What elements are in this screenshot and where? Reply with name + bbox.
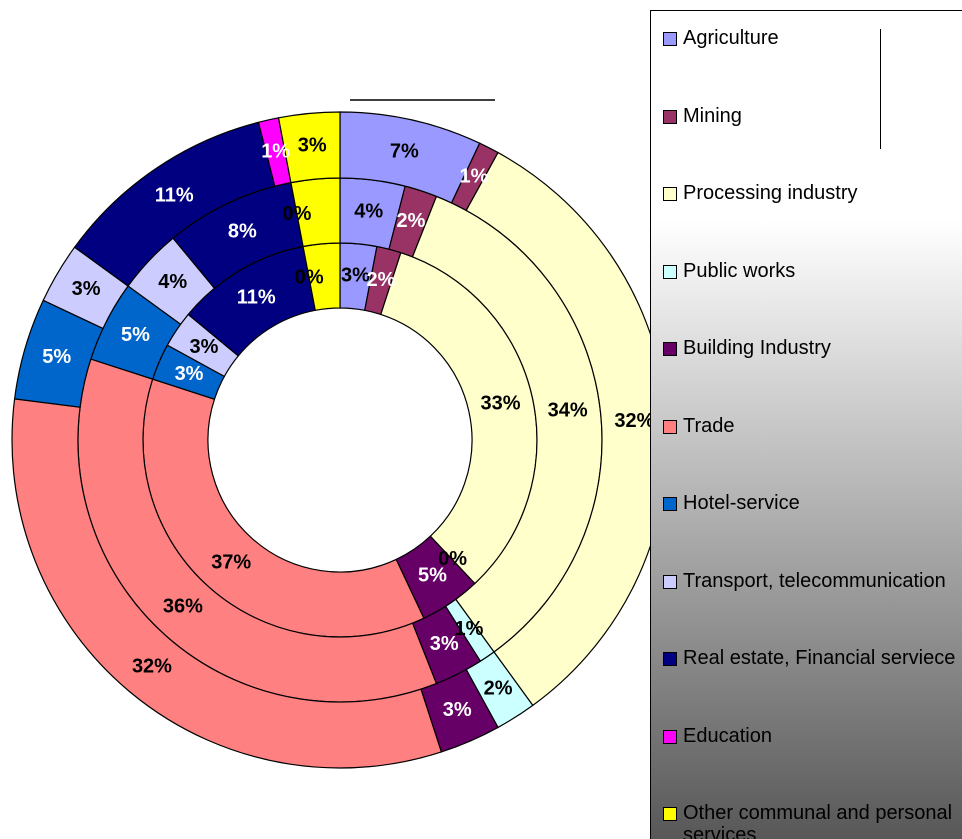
- legend-swatch: [663, 32, 677, 46]
- legend-label: Education: [683, 724, 772, 747]
- ring-segment: [277, 111, 341, 184]
- decor-line: [880, 29, 881, 149]
- legend-label: Public works: [683, 259, 796, 282]
- legend-label: Processing industry: [683, 182, 858, 204]
- legend-swatch: [663, 807, 677, 821]
- data-label: 0%: [283, 203, 312, 225]
- legend-swatch: [663, 264, 677, 279]
- data-label: 3%: [72, 278, 101, 300]
- data-label: 3%: [430, 633, 459, 655]
- data-label: 1%: [261, 140, 290, 162]
- data-label: 1%: [455, 618, 484, 640]
- legend-entry: Hotel-service: [659, 492, 962, 514]
- data-label: 5%: [121, 324, 150, 346]
- ring-segment: [11, 398, 443, 769]
- data-label: 3%: [341, 265, 370, 287]
- legend-entry: Public works: [659, 260, 962, 282]
- legend-entry: Building Industry: [659, 337, 962, 359]
- data-label: 3%: [189, 336, 218, 358]
- legend-swatch: [663, 497, 677, 511]
- legend-label: Transport, telecommunication: [683, 569, 946, 592]
- legend-label: Trade: [683, 414, 735, 437]
- legend-label: Real estate, Financial serviece: [683, 647, 956, 669]
- data-label: 0%: [438, 548, 467, 570]
- data-label: 34%: [548, 400, 588, 422]
- data-label: 8%: [228, 221, 257, 243]
- data-label: 3%: [298, 135, 327, 157]
- legend-swatch: [663, 652, 677, 666]
- data-label: 2%: [396, 210, 425, 232]
- ring-segment: [465, 151, 650, 707]
- legend-entry: Transport, telecommunication: [659, 570, 962, 592]
- legend-entry: Mining: [659, 105, 962, 127]
- legend-label: Agriculture: [683, 27, 779, 49]
- data-label: 37%: [211, 552, 251, 574]
- legend-swatch: [663, 109, 677, 124]
- legend-label: Mining: [683, 104, 742, 127]
- data-label: 3%: [175, 363, 204, 385]
- legend-entry: Trade: [659, 415, 962, 437]
- data-label: 2%: [484, 677, 513, 699]
- data-label: 3%: [443, 699, 472, 721]
- data-label: 4%: [354, 201, 383, 223]
- data-label: 11%: [155, 184, 194, 206]
- data-label: 5%: [418, 564, 447, 586]
- legend: Agriculture Mining Processing industry Publ…: [650, 10, 962, 839]
- data-label: 32%: [132, 656, 172, 678]
- legend-swatch: [663, 342, 677, 356]
- data-label: 7%: [390, 140, 419, 162]
- legend-entry: Processing industry: [659, 182, 962, 204]
- legend-label: Hotel-service: [683, 492, 800, 514]
- data-label: 1%: [459, 165, 488, 187]
- legend-swatch: [663, 574, 677, 589]
- data-label: 4%: [158, 271, 187, 293]
- legend-swatch: [663, 419, 677, 434]
- legend-swatch: [663, 187, 677, 201]
- data-label: 32%: [614, 410, 650, 432]
- legend-label: Other communal and personal services: [683, 802, 953, 839]
- legend-entry: Other communal and personal services: [659, 802, 962, 839]
- legend-swatch: [663, 729, 677, 744]
- data-label: 2%: [366, 269, 395, 291]
- legend-entry: Education: [659, 725, 962, 747]
- legend-entry: Real estate, Financial serviece: [659, 647, 962, 669]
- legend-label: Building Industry: [683, 337, 831, 359]
- data-label: 5%: [42, 346, 71, 368]
- data-label: 0%: [295, 267, 324, 289]
- legend-entry: Agriculture: [659, 27, 962, 49]
- data-label: 11%: [237, 287, 276, 309]
- data-label: 36%: [163, 596, 203, 618]
- chart: 3%2%33%0%5%37%3%3%11%0%4% 2%34%1%3%36%5%4…: [11, 99, 650, 769]
- data-label: 33%: [481, 392, 521, 414]
